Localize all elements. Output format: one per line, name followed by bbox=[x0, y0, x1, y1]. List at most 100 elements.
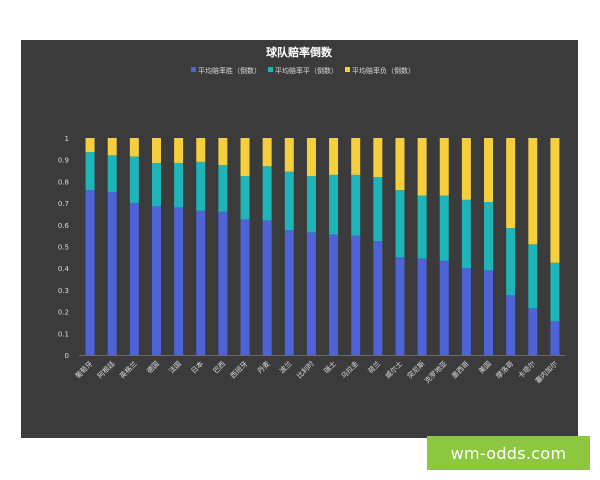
bar-11-series-2 bbox=[329, 138, 339, 175]
bar-5-series-2 bbox=[196, 138, 206, 162]
bar-7-series-2 bbox=[240, 138, 250, 176]
x-tick-label-16: 克罗地亚 bbox=[423, 359, 449, 385]
x-tick-label-15: 突尼斯 bbox=[405, 359, 426, 380]
y-tick-label-4: 0.4 bbox=[58, 265, 70, 273]
legend-label-2: 平均赔率负（倒数） bbox=[352, 66, 415, 75]
x-tick-label-1: 阿根廷 bbox=[95, 359, 116, 380]
legend-label-1: 平均赔率平（倒数） bbox=[275, 66, 338, 75]
x-tick-label-3: 德国 bbox=[145, 359, 161, 375]
x-tick-label-6: 巴西 bbox=[212, 360, 228, 376]
bar-17-series-0 bbox=[461, 268, 471, 355]
bar-18-series-1 bbox=[484, 202, 494, 271]
bar-0-series-2 bbox=[85, 138, 95, 153]
y-tick-label-0: 0 bbox=[65, 352, 69, 360]
bar-10-series-1 bbox=[306, 175, 316, 233]
x-tick-label-19: 摩洛哥 bbox=[494, 359, 515, 380]
bar-17-series-2 bbox=[461, 138, 471, 200]
bar-9-series-1 bbox=[284, 171, 294, 231]
bar-4-series-2 bbox=[174, 138, 184, 163]
chart-title: 球队赔率倒数 bbox=[266, 45, 333, 59]
y-tick-label-2: 0.2 bbox=[58, 309, 69, 317]
bar-3-series-1 bbox=[151, 162, 161, 207]
bar-7-series-0 bbox=[240, 219, 250, 355]
bar-14-series-2 bbox=[395, 138, 405, 191]
x-tick-label-2: 英格兰 bbox=[118, 359, 139, 380]
y-tick-label-7: 0.7 bbox=[58, 200, 69, 208]
bar-18-series-0 bbox=[484, 270, 494, 355]
x-tick-label-12: 乌拉圭 bbox=[339, 359, 360, 380]
bar-19-series-1 bbox=[506, 228, 516, 296]
watermark-text: wm-odds.com bbox=[450, 443, 567, 463]
bar-5-series-1 bbox=[196, 161, 206, 211]
y-tick-label-8: 0.8 bbox=[58, 178, 69, 186]
x-tick-label-11: 瑞士 bbox=[322, 359, 338, 375]
x-tick-label-10: 比利时 bbox=[295, 359, 316, 380]
bar-15-series-1 bbox=[417, 195, 427, 259]
bar-16-series-1 bbox=[439, 195, 449, 261]
bar-10-series-0 bbox=[306, 232, 316, 355]
bar-15-series-0 bbox=[417, 258, 427, 355]
x-tick-label-18: 美国 bbox=[477, 359, 493, 375]
bar-7-series-1 bbox=[240, 175, 250, 220]
bar-4-series-1 bbox=[174, 162, 184, 208]
x-tick-label-20: 卡塔尔 bbox=[516, 359, 537, 380]
bar-2-series-2 bbox=[129, 138, 139, 157]
bar-12-series-1 bbox=[351, 174, 361, 236]
legend-swatch-1 bbox=[268, 67, 273, 72]
bar-6-series-1 bbox=[218, 165, 228, 212]
bar-6-series-2 bbox=[218, 138, 228, 166]
bar-18-series-2 bbox=[484, 138, 494, 203]
bar-0-series-1 bbox=[85, 152, 95, 191]
x-tick-label-8: 丹麦 bbox=[255, 359, 271, 375]
y-tick-label-10: 1 bbox=[65, 135, 69, 143]
bar-8-series-0 bbox=[262, 220, 272, 355]
bar-19-series-0 bbox=[506, 295, 516, 355]
bar-13-series-0 bbox=[373, 241, 383, 355]
bar-4-series-0 bbox=[174, 207, 184, 355]
bar-21-series-1 bbox=[550, 262, 560, 322]
y-tick-label-5: 0.5 bbox=[58, 244, 69, 252]
y-tick-label-3: 0.3 bbox=[58, 287, 69, 295]
bar-6-series-0 bbox=[218, 211, 228, 355]
bar-8-series-1 bbox=[262, 166, 272, 221]
bar-9-series-0 bbox=[284, 230, 294, 355]
x-tick-label-13: 荷兰 bbox=[366, 359, 382, 375]
chart-panel: 球队赔率倒数 平均赔率胜（倒数） 平均赔率平（倒数） 平均赔率负（倒数） 0 0.1 0.2… bbox=[21, 40, 578, 438]
bar-20-series-1 bbox=[528, 244, 538, 309]
bar-17-series-1 bbox=[461, 199, 471, 269]
bar-8-series-2 bbox=[262, 138, 272, 167]
bar-20-series-2 bbox=[528, 138, 538, 245]
x-tick-label-14: 威尔士 bbox=[383, 359, 404, 380]
x-tick-label-21: 塞内加尔 bbox=[533, 359, 559, 385]
bar-1-series-2 bbox=[107, 138, 117, 156]
bar-1-series-0 bbox=[107, 192, 117, 355]
bar-9-series-2 bbox=[284, 138, 294, 172]
bar-13-series-2 bbox=[373, 138, 383, 178]
watermark-banner: wm-odds.com bbox=[427, 436, 590, 470]
bar-5-series-0 bbox=[196, 210, 206, 355]
bar-3-series-2 bbox=[151, 138, 161, 163]
bar-11-series-0 bbox=[329, 234, 339, 355]
x-tick-label-5: 日本 bbox=[189, 359, 205, 375]
bar-2-series-0 bbox=[129, 203, 139, 355]
x-tick-label-9: 波兰 bbox=[277, 359, 293, 375]
x-tick-label-0: 葡萄牙 bbox=[73, 359, 94, 380]
legend-label-0: 平均赔率胜（倒数） bbox=[198, 66, 261, 75]
bar-2-series-1 bbox=[129, 156, 139, 204]
bar-3-series-0 bbox=[151, 206, 161, 355]
bar-16-series-0 bbox=[439, 260, 449, 355]
bar-21-series-2 bbox=[550, 138, 560, 263]
bar-19-series-2 bbox=[506, 138, 516, 229]
x-tick-label-7: 西班牙 bbox=[228, 359, 249, 380]
bar-12-series-0 bbox=[351, 235, 361, 355]
bar-10-series-2 bbox=[306, 138, 316, 176]
bar-12-series-2 bbox=[351, 138, 361, 175]
legend-swatch-0 bbox=[191, 67, 196, 72]
bar-14-series-1 bbox=[395, 190, 405, 258]
bar-21-series-0 bbox=[550, 321, 560, 355]
x-tick-label-17: 墨西哥 bbox=[450, 360, 471, 381]
bar-20-series-0 bbox=[528, 308, 538, 355]
y-tick-label-9: 0.9 bbox=[58, 157, 69, 165]
bar-0-series-0 bbox=[85, 190, 95, 355]
